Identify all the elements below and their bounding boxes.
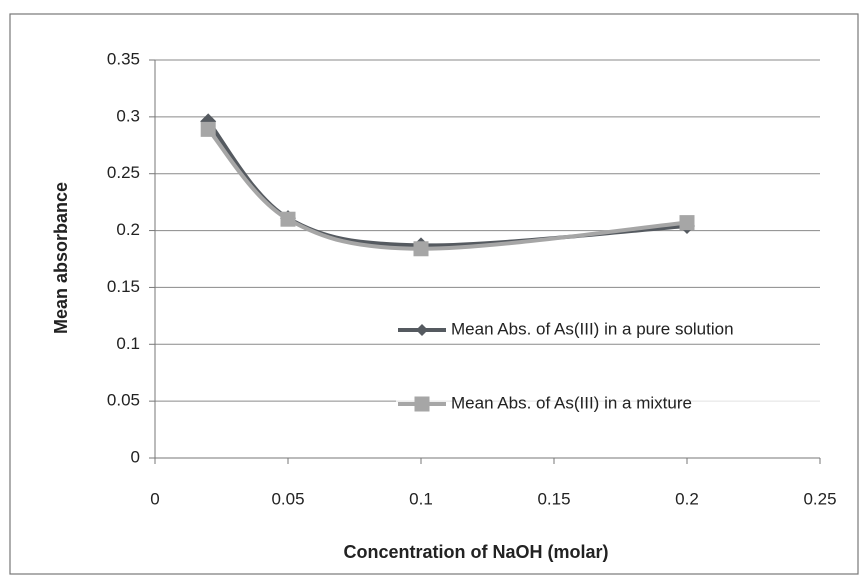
y-tick-label: 0.1 [116, 334, 140, 353]
legend-background [396, 392, 822, 416]
chart-border [9, 13, 859, 575]
y-tick-label: 0.05 [107, 391, 140, 410]
x-tick-label: 0.25 [803, 489, 836, 508]
data-point [413, 241, 429, 257]
data-point [679, 215, 695, 231]
x-tick-label: 0.2 [675, 489, 699, 508]
y-tick-label: 0 [131, 447, 140, 466]
x-tick-label: 0 [150, 489, 159, 508]
y-tick-label: 0.2 [116, 220, 140, 239]
legend-label: Mean Abs. of As(III) in a mixture [451, 393, 692, 412]
y-tick-label: 0.3 [116, 106, 140, 125]
legend-background [396, 318, 822, 342]
series-line [206, 120, 688, 248]
x-tick-label: 0.05 [271, 489, 304, 508]
y-tick-label: 0.15 [107, 277, 140, 296]
y-tick-label: 0.25 [107, 163, 140, 182]
data-point [280, 211, 296, 227]
x-axis-title: Concentration of NaOH (molar) [343, 542, 608, 562]
data-point [200, 121, 216, 137]
y-axis-title: Mean absorbance [51, 182, 71, 334]
x-tick-label: 0.1 [409, 489, 433, 508]
series-line [206, 128, 688, 251]
legend-label: Mean Abs. of As(III) in a pure solution [451, 319, 734, 338]
legend-marker [414, 396, 430, 412]
y-tick-label: 0.35 [107, 49, 140, 68]
x-tick-label: 0.15 [537, 489, 570, 508]
legend-marker [416, 324, 428, 336]
